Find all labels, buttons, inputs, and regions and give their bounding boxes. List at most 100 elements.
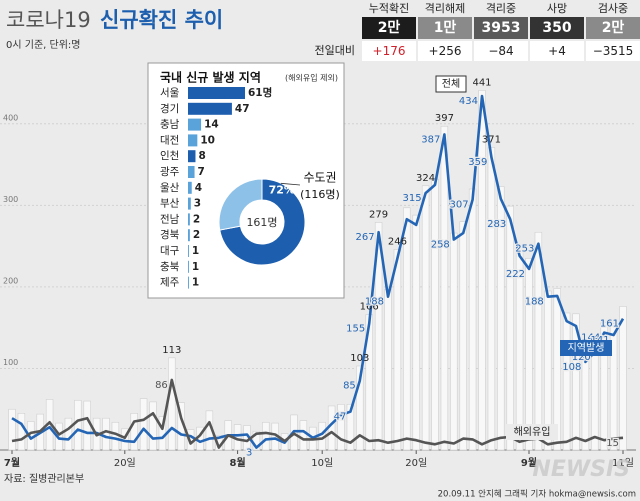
bar [431,178,439,451]
bar [188,260,189,273]
x-tick-label: 8월 [230,457,246,469]
stat-value: 3953 [474,17,528,39]
bar [252,430,261,451]
data-label: 103 [350,353,369,364]
data-label: 387 [421,134,440,145]
bar [188,102,232,115]
stat-change: −3515 [586,41,640,61]
bar [17,412,26,451]
bar [130,412,138,451]
leader-line [280,182,301,186]
x-tick-label: 9월 [521,457,537,469]
data-label: 279 [369,209,388,220]
pie-slice [219,178,306,266]
line [11,94,625,449]
bar [525,258,533,451]
stat-change: −84 [474,41,528,61]
bar [497,186,505,451]
bar [188,87,245,99]
bar [478,90,486,451]
value-label: 14 [204,119,219,131]
bar [102,417,110,451]
bar [64,417,73,451]
data-label: 161 [600,319,619,330]
bar [168,357,176,451]
data-label: 188 [525,297,544,308]
bar [403,207,411,451]
value-label: 1 [192,261,199,273]
bar [487,147,496,451]
stat-label: 사망 [546,2,568,15]
watermark: NEWSIS [532,457,630,482]
data-label: 15 [606,438,619,449]
pie-slice [218,178,263,231]
category-label: 울산 [160,182,180,194]
stat-label: 격리중 [485,2,517,15]
stat-value: 2만1919 [362,17,416,58]
legend-label: 전체 [442,78,460,90]
stat-label: 격리해제 [424,2,466,15]
category-label: 전남 [160,213,180,225]
bar [393,249,402,451]
data-label: 397 [435,113,454,124]
bar [468,188,477,451]
bar [356,365,364,451]
data-label: 359 [468,157,487,168]
stat-value: 1만7616 [418,17,472,58]
y-tick-label: 100 [3,358,18,367]
bar [553,288,561,451]
bar [562,312,571,451]
legend-box [435,75,467,93]
subtitle: 0시 기준, 단위:명 [6,38,80,51]
x-tick-label: 7월 [4,457,20,469]
stats-header: 누적확진 격리해제 격리중 사망 검사중 [300,0,640,17]
bar [188,245,189,257]
data-label: 47 [334,412,347,423]
bar [600,322,608,451]
bar [450,232,458,451]
data-label: 307 [450,200,469,211]
data-label: 324 [416,173,435,184]
source: 자료: 질병관리본부 [4,473,84,485]
category-label: 서울 [160,87,180,99]
x-tick-label: 11일 [612,457,634,469]
bar [74,399,82,451]
data-label: 222 [506,269,525,280]
bar [346,404,355,451]
category-label: 경기 [160,102,179,115]
value-label: 61명 [248,86,272,99]
bar [188,276,189,289]
x-tick-label: 10일 [311,457,333,469]
value-label: 1 [192,277,199,289]
bar [412,214,420,451]
bar [374,222,383,451]
bar [188,150,196,163]
inset-subtitle: (해외유입 제외) [285,73,338,83]
data-label: 441 [472,77,491,88]
bar [591,338,599,451]
value-label: 47 [235,103,250,115]
slice-label: 72% [269,183,295,196]
bar [55,422,63,451]
title: 신규확진 추이 [100,8,223,32]
bar [188,213,190,226]
data-label: 188 [365,297,384,308]
data-label: 3 [246,448,252,459]
category-label: 광주 [160,166,180,178]
row-label: 전일대비 [314,44,355,57]
stat-label: 검사중 [597,2,629,15]
value-label: 7 [198,166,205,178]
value-label: 10 [200,134,215,146]
data-label: 155 [346,324,365,335]
data-label: 253 [515,244,534,255]
category-label: 대전 [160,134,179,146]
legend-label: 해외유입 [514,425,551,438]
bar [188,197,191,210]
stat-value: 350 [530,17,584,39]
bar [188,134,198,147]
x-tick-label: 20일 [114,457,136,469]
legend-box [506,424,558,440]
y-tick-label: 400 [3,113,18,122]
bar [384,289,392,451]
